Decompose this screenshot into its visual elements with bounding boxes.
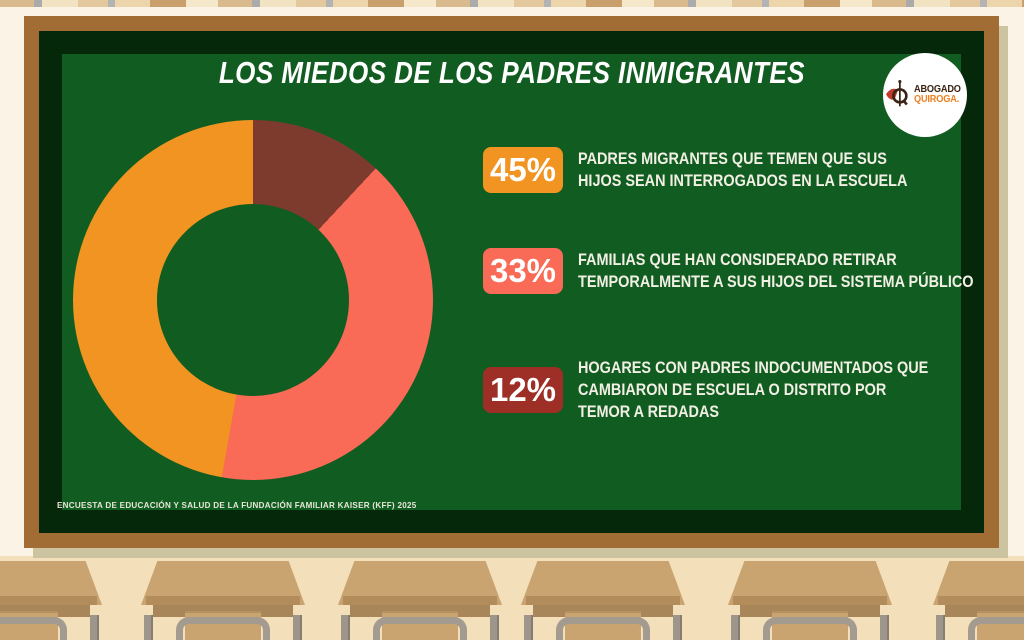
quill-scale-icon	[885, 80, 908, 107]
desk-top	[728, 561, 892, 605]
stat-badge: 33%	[483, 248, 563, 294]
stat-row: 45% PADRES MIGRANTES QUE TEMEN QUE SUS H…	[483, 147, 966, 193]
desk-leg	[293, 615, 302, 640]
desk-leg	[90, 615, 99, 640]
stat-description-line: TEMPORALMENTE A SUS HIJOS DEL SISTEMA PÚ…	[578, 272, 974, 291]
stat-row: 33% FAMILIAS QUE HAN CONSIDERADO RETIRAR…	[483, 248, 1024, 294]
brand-name-line1: ABOGADO	[913, 84, 961, 95]
desk-leg	[673, 615, 682, 640]
desk-leg	[936, 615, 945, 640]
desk	[521, 561, 685, 640]
chair-frame	[176, 617, 270, 640]
donut-chart	[73, 120, 433, 480]
chair-back	[977, 611, 1024, 640]
desk-leg	[341, 615, 350, 640]
brand-logo-text: ABOGADO QUIROGA.	[914, 85, 961, 105]
chair-frame	[556, 617, 650, 640]
brand-logo: ABOGADO QUIROGA.	[883, 53, 967, 137]
chair-back	[0, 611, 58, 640]
desk-top	[521, 561, 685, 605]
stat-row: 12% HOGARES CON PADRES INDOCUMENTADOS QU…	[483, 352, 990, 428]
chair-frame	[373, 617, 467, 640]
desk-leg	[880, 615, 889, 640]
bookshelf-strip	[0, 0, 1024, 7]
stat-description: HOGARES CON PADRES INDOCUMENTADOS QUE CA…	[578, 357, 928, 423]
stat-description-line: TEMOR A REDADAS	[578, 402, 720, 421]
desk	[0, 561, 102, 640]
chair-frame	[0, 617, 67, 640]
page-title: LOS MIEDOS DE LOS PADRES INMIGRANTES	[24, 55, 999, 91]
desk	[933, 561, 1024, 640]
desk-top	[0, 561, 102, 605]
desk-top	[933, 561, 1024, 605]
desk-top	[338, 561, 502, 605]
donut-hole	[157, 204, 349, 396]
stat-description-line: HOGARES CON PADRES INDOCUMENTADOS QUE	[578, 358, 929, 377]
chair-back	[565, 611, 641, 640]
stat-badge: 45%	[483, 147, 563, 193]
desk	[338, 561, 502, 640]
stat-description: PADRES MIGRANTES QUE TEMEN QUE SUS HIJOS…	[578, 148, 907, 192]
stat-description-line: HIJOS SEAN INTERROGADOS EN LA ESCUELA	[578, 171, 908, 190]
brand-name-line2: QUIROGA.	[913, 94, 959, 105]
stat-value: 45%	[489, 151, 557, 188]
stat-description-line: PADRES MIGRANTES QUE TEMEN QUE SUS	[578, 149, 887, 168]
chair-frame	[968, 617, 1024, 640]
desk	[728, 561, 892, 640]
stat-description: FAMILIAS QUE HAN CONSIDERADO RETIRAR TEM…	[578, 249, 974, 293]
desk-top	[141, 561, 305, 605]
chair-back	[772, 611, 848, 640]
chair-frame	[763, 617, 857, 640]
desk-leg	[524, 615, 533, 640]
desk	[141, 561, 305, 640]
chair-back	[185, 611, 261, 640]
chair-back	[382, 611, 458, 640]
stat-badge: 12%	[483, 367, 563, 413]
desk-leg	[490, 615, 499, 640]
stat-value: 33%	[489, 252, 557, 289]
source-citation: ENCUESTA DE EDUCACIÓN Y SALUD DE LA FUND…	[57, 500, 417, 510]
stat-value: 12%	[489, 371, 557, 408]
desk-leg	[144, 615, 153, 640]
stat-description-line: FAMILIAS QUE HAN CONSIDERADO RETIRAR	[578, 250, 897, 269]
desk-leg	[731, 615, 740, 640]
stat-description-line: CAMBIARON DE ESCUELA O DISTRITO POR	[578, 380, 887, 399]
page-title-text: LOS MIEDOS DE LOS PADRES INMIGRANTES	[218, 55, 805, 90]
